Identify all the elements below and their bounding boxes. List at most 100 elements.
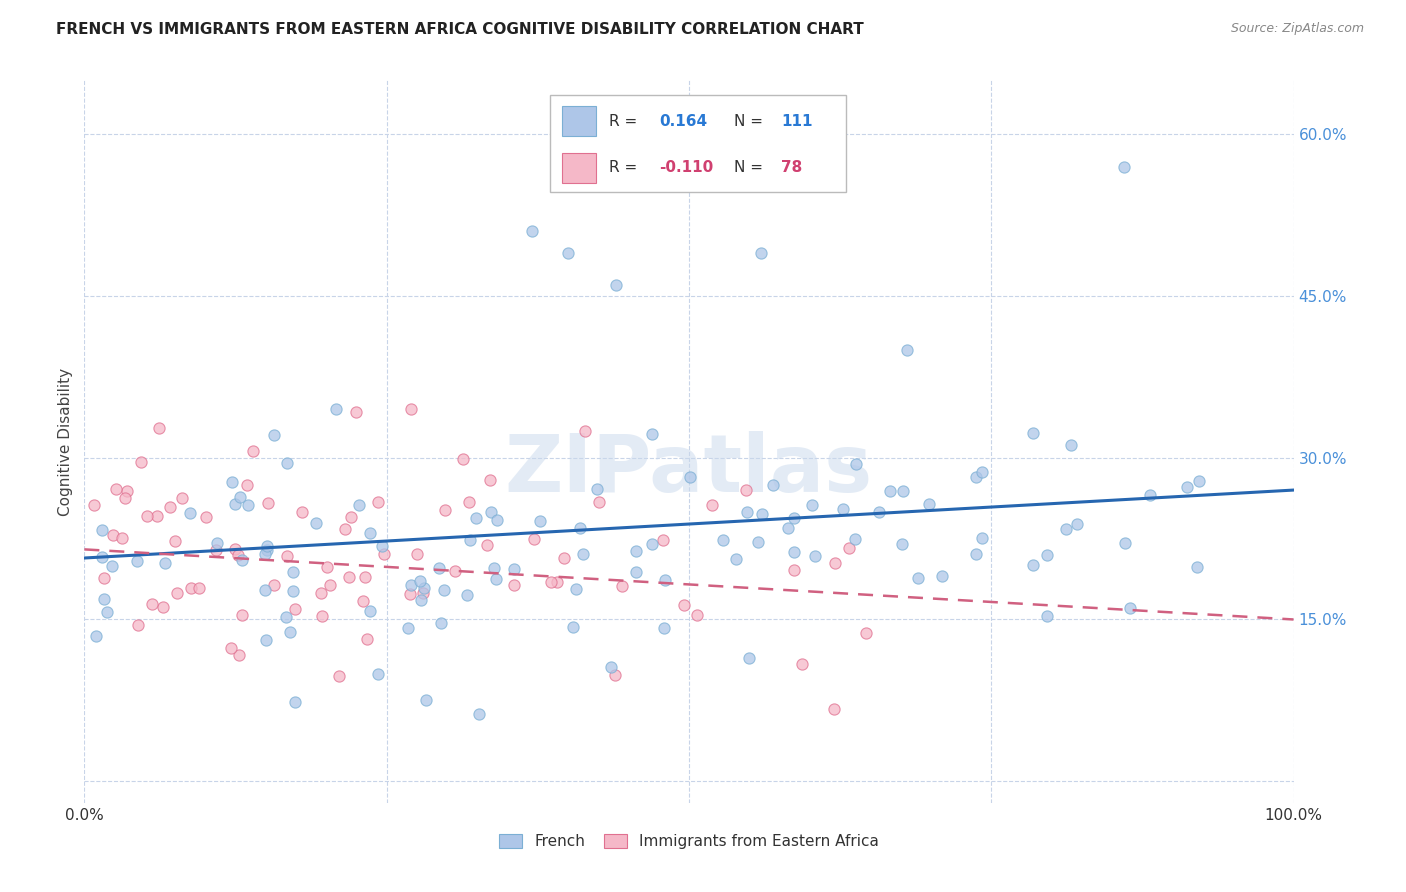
Point — [1114, 160, 1136, 174]
Point — [305, 516, 328, 530]
Point — [83, 498, 105, 512]
Point — [427, 561, 450, 575]
Point — [599, 659, 621, 673]
Point — [965, 547, 987, 561]
Point — [523, 532, 546, 546]
Point — [711, 533, 734, 547]
Point — [96, 605, 118, 619]
Point — [224, 542, 246, 557]
Point — [586, 482, 609, 496]
Point — [893, 483, 915, 498]
Point — [529, 514, 551, 528]
Point — [328, 669, 350, 683]
Point — [229, 490, 252, 504]
Point — [434, 502, 457, 516]
Point — [399, 587, 422, 601]
Point — [290, 505, 312, 519]
Point — [673, 598, 696, 612]
Point — [221, 475, 243, 490]
Point — [148, 421, 170, 435]
Point — [571, 547, 593, 561]
Point — [254, 548, 277, 562]
Legend: French, Immigrants from Eastern Africa: French, Immigrants from Eastern Africa — [499, 834, 879, 849]
Point — [458, 533, 481, 548]
Point — [451, 452, 474, 467]
Point — [605, 278, 627, 293]
Point — [284, 695, 307, 709]
Point — [284, 602, 307, 616]
Point — [333, 522, 356, 536]
Point — [751, 245, 773, 260]
Point — [163, 534, 186, 549]
Point — [686, 607, 709, 622]
Point — [844, 532, 866, 546]
Point — [1036, 609, 1059, 624]
Point — [1060, 437, 1083, 451]
Point — [783, 545, 806, 559]
Point — [1066, 516, 1088, 531]
Point — [254, 583, 277, 598]
Point — [562, 619, 585, 633]
Point — [166, 586, 188, 600]
Point — [972, 531, 994, 545]
Point — [824, 556, 846, 570]
Point — [352, 593, 374, 607]
Point — [274, 610, 297, 624]
Point — [359, 526, 381, 541]
Point — [224, 497, 246, 511]
Point — [1022, 425, 1045, 440]
Point — [553, 550, 575, 565]
Point — [371, 539, 394, 553]
Point — [311, 609, 333, 624]
Point — [1139, 488, 1161, 502]
Point — [242, 443, 264, 458]
Point — [832, 501, 855, 516]
Point — [800, 498, 823, 512]
Point — [762, 478, 785, 492]
Point — [263, 428, 285, 442]
Point — [700, 498, 723, 512]
Point — [479, 506, 502, 520]
Point — [468, 706, 491, 721]
Point — [111, 531, 134, 545]
Point — [367, 495, 389, 509]
Point — [433, 583, 456, 598]
Point — [263, 578, 285, 592]
Point — [187, 581, 209, 595]
Point — [276, 549, 298, 563]
Point — [725, 552, 748, 566]
Point — [890, 537, 912, 551]
Point — [1036, 548, 1059, 562]
Point — [205, 543, 228, 558]
Point — [278, 625, 301, 640]
Point — [626, 544, 648, 558]
Point — [127, 618, 149, 632]
Point — [610, 579, 633, 593]
Point — [751, 508, 773, 522]
Point — [91, 524, 114, 538]
Point — [679, 469, 702, 483]
Point — [127, 554, 149, 568]
Point — [399, 578, 422, 592]
Point — [879, 484, 901, 499]
Point — [1054, 522, 1077, 536]
Point — [972, 466, 994, 480]
Point — [574, 424, 596, 438]
Point — [115, 484, 138, 499]
Point — [236, 498, 259, 512]
Point — [735, 505, 758, 519]
Point — [396, 621, 419, 635]
Point — [412, 582, 434, 596]
Point — [356, 632, 378, 646]
Point — [503, 578, 526, 592]
Point — [141, 597, 163, 611]
Point — [557, 245, 579, 260]
Point — [568, 521, 591, 535]
Point — [101, 558, 124, 573]
Point — [654, 621, 676, 635]
Point — [654, 573, 676, 587]
Point — [478, 473, 501, 487]
Point — [409, 574, 432, 589]
Point — [804, 549, 827, 563]
Point — [855, 626, 877, 640]
